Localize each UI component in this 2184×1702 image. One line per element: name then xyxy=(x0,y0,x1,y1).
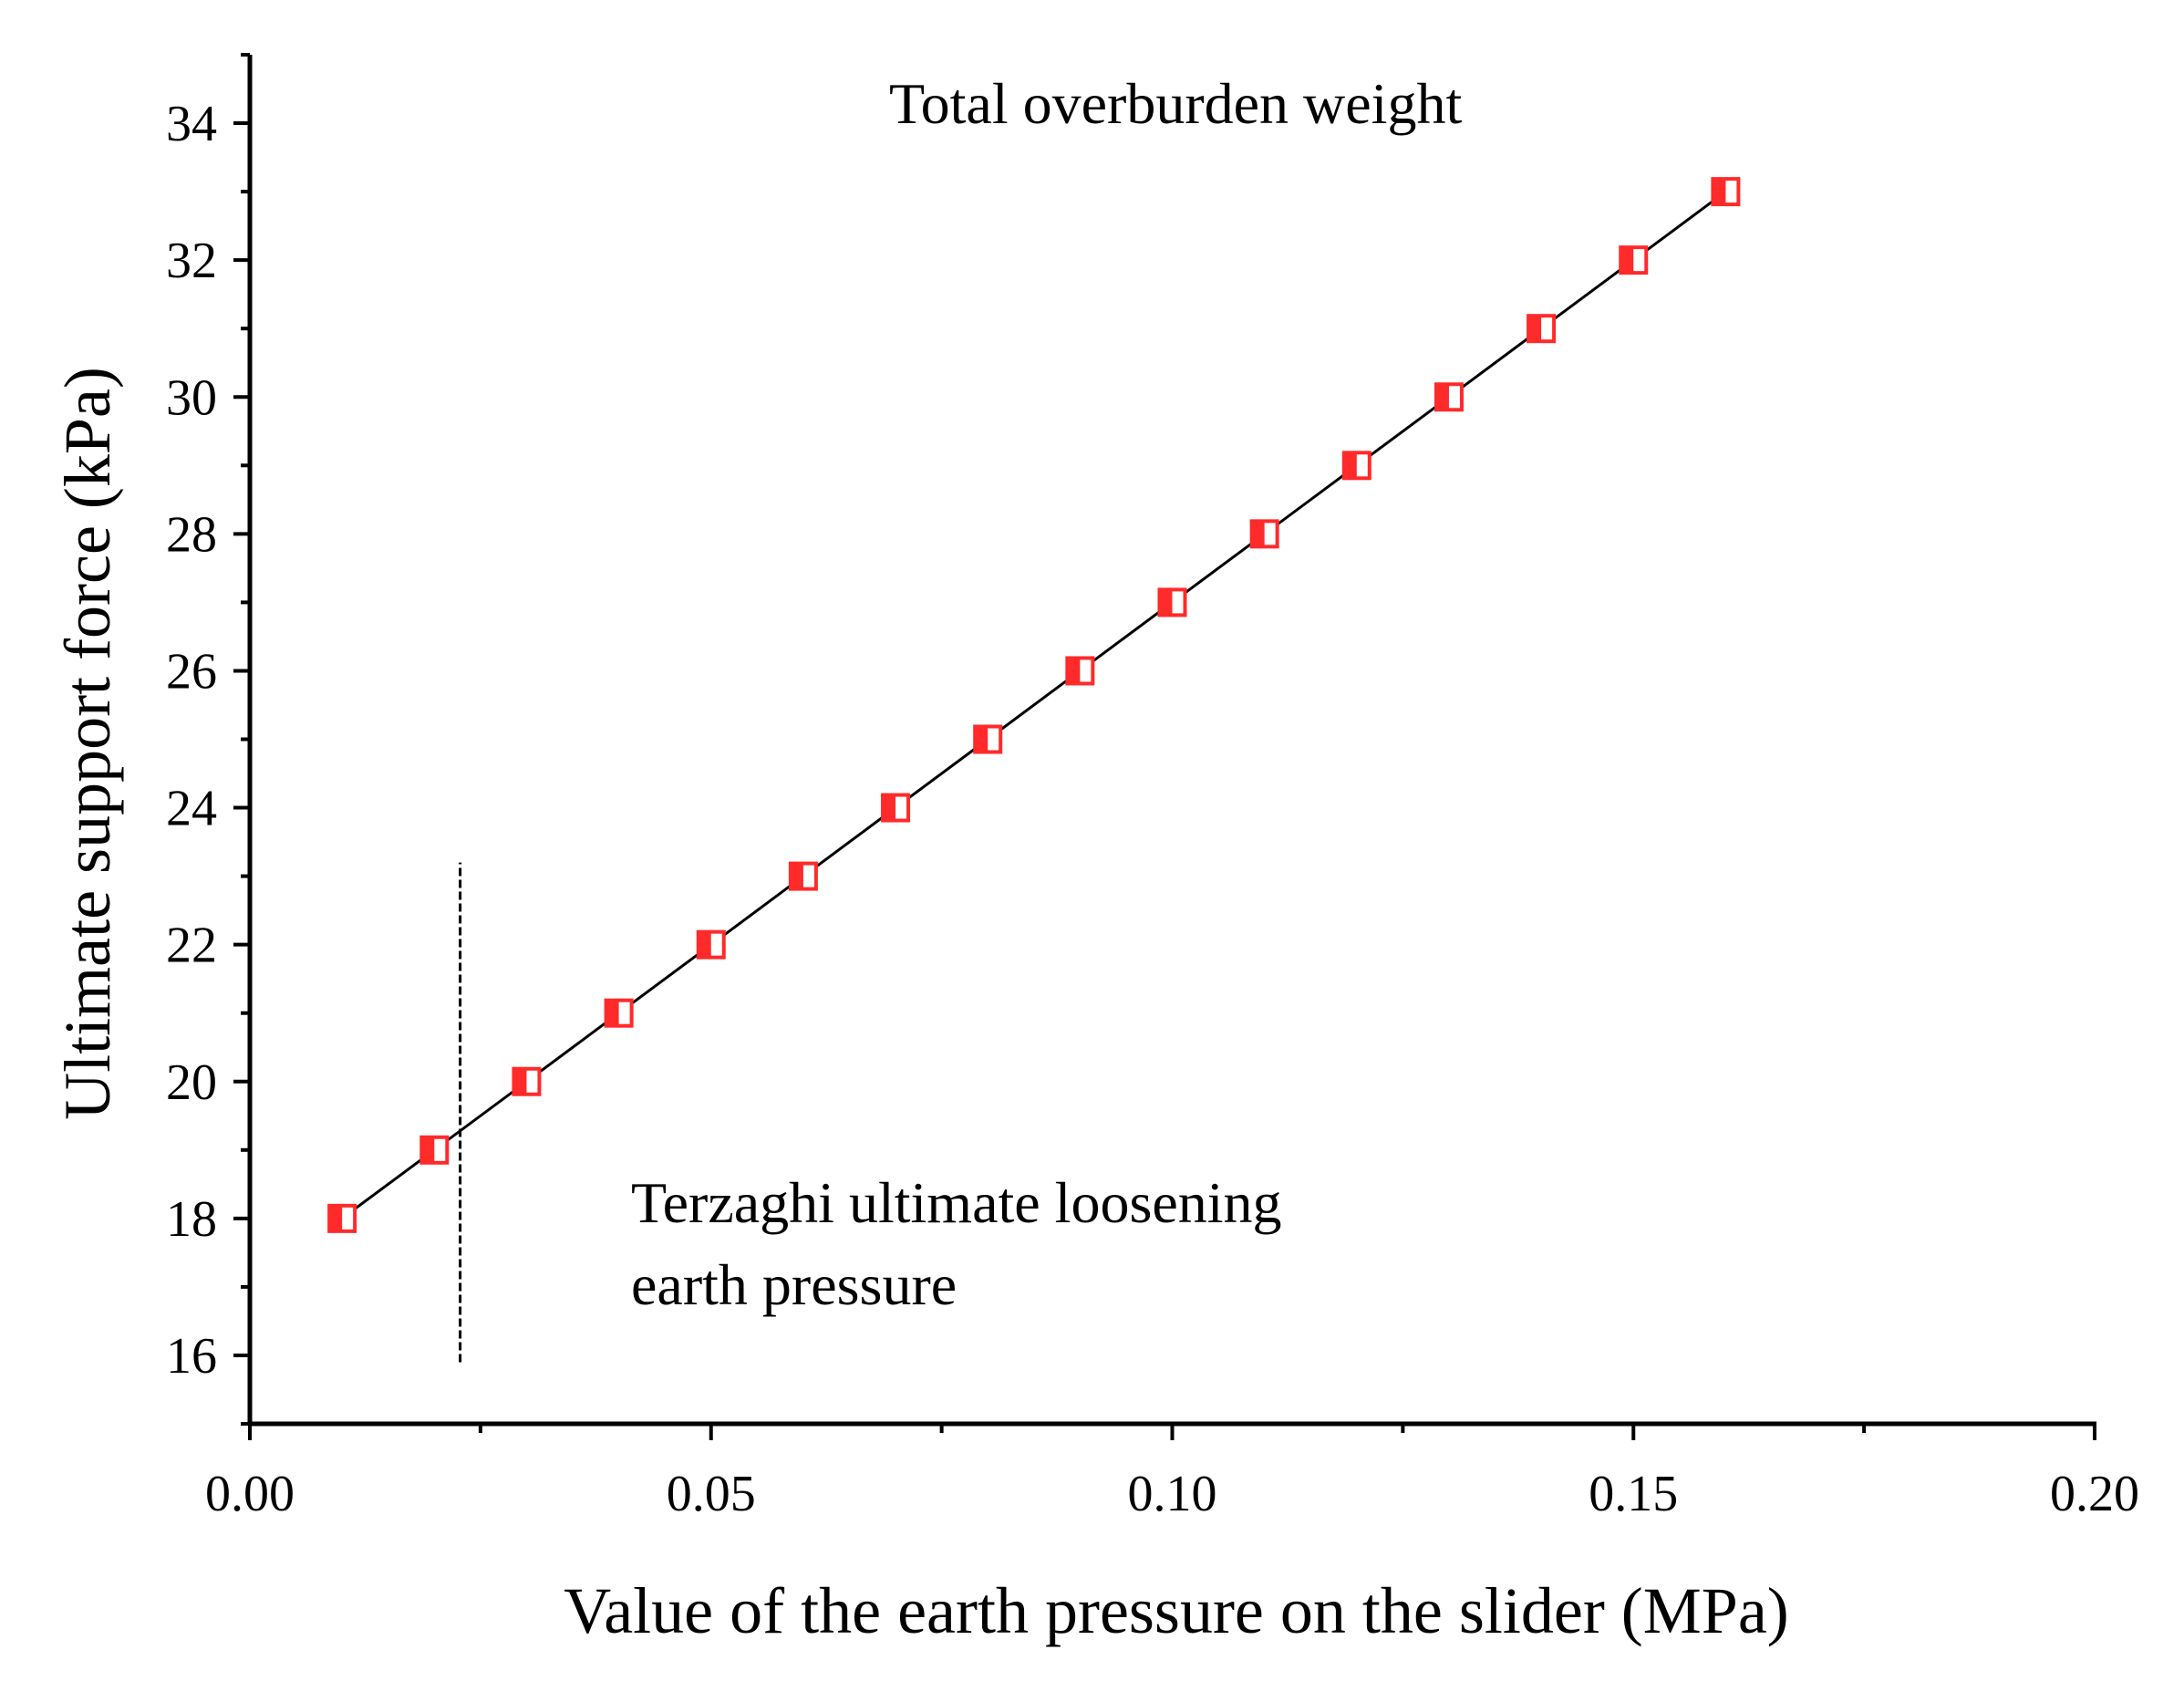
data-point-fill xyxy=(1251,521,1265,547)
data-point xyxy=(1065,656,1095,686)
y-tick-label: 34 xyxy=(166,96,217,152)
y-tick-label: 22 xyxy=(166,918,217,974)
annotation-total-overburden-weight: Total overburden weight xyxy=(889,71,1462,136)
data-point-fill xyxy=(1343,452,1357,479)
data-point-fill xyxy=(421,1136,435,1163)
x-axis-title: Value of the earth pressure on the slide… xyxy=(564,1574,1789,1647)
data-point xyxy=(1711,177,1741,207)
y-axis-title: Ultimate support force (kPa) xyxy=(51,367,124,1120)
data-point-fill xyxy=(1067,658,1081,684)
x-tick-label: 0.15 xyxy=(1589,1466,1678,1522)
plot-area xyxy=(327,177,1741,1363)
y-tick-label: 24 xyxy=(166,781,217,837)
y-tick-label: 18 xyxy=(166,1191,217,1248)
annotation-terzaghi-line1: Terzaghi ultimate loosening xyxy=(631,1170,1282,1235)
data-point-fill xyxy=(1435,384,1449,410)
y-tick-label: 26 xyxy=(166,643,217,700)
data-point-fill xyxy=(329,1205,343,1231)
data-point xyxy=(419,1135,450,1165)
series-line xyxy=(341,190,1727,1220)
data-point xyxy=(1249,519,1279,549)
data-point xyxy=(881,793,911,823)
data-point-fill xyxy=(1159,589,1173,616)
data-point xyxy=(1157,587,1187,617)
data-point-fill xyxy=(790,863,803,889)
text-layer: Total overburden weight Terzaghi ultimat… xyxy=(51,71,1789,1647)
axes: 16 18 20 22 24 26 28 30 32 34 0.00 0.05 0.10 0.15 0.20 xyxy=(166,53,2139,1522)
y-tick-label: 20 xyxy=(166,1054,217,1111)
data-point xyxy=(973,724,1003,754)
data-point xyxy=(604,998,634,1028)
data-point-fill xyxy=(975,726,988,752)
x-tick-label: 0.05 xyxy=(667,1466,756,1522)
data-point xyxy=(327,1203,357,1233)
data-point-fill xyxy=(513,1068,527,1095)
y-tick-label: 32 xyxy=(166,233,217,289)
x-tick-label: 0.00 xyxy=(205,1466,295,1522)
data-point-fill xyxy=(883,794,896,821)
data-point xyxy=(1434,382,1464,412)
y-tick-label: 30 xyxy=(166,369,217,426)
data-point-fill xyxy=(698,931,711,958)
annotation-terzaghi-line2: earth pressure xyxy=(631,1252,957,1317)
x-tick-label: 0.10 xyxy=(1128,1466,1217,1522)
data-point-fill xyxy=(1713,179,1726,205)
y-tick-label: 16 xyxy=(166,1328,217,1385)
data-point-fill xyxy=(606,1000,619,1026)
data-point-fill xyxy=(1620,247,1634,274)
data-point xyxy=(1527,314,1557,344)
data-point xyxy=(1341,451,1371,481)
data-point xyxy=(1619,245,1649,275)
data-point-fill xyxy=(1528,316,1542,342)
y-tick-label: 28 xyxy=(166,506,217,563)
x-tick-label: 0.20 xyxy=(2050,1466,2139,1522)
data-point xyxy=(788,861,818,891)
data-point xyxy=(512,1066,542,1096)
data-point xyxy=(696,929,726,960)
